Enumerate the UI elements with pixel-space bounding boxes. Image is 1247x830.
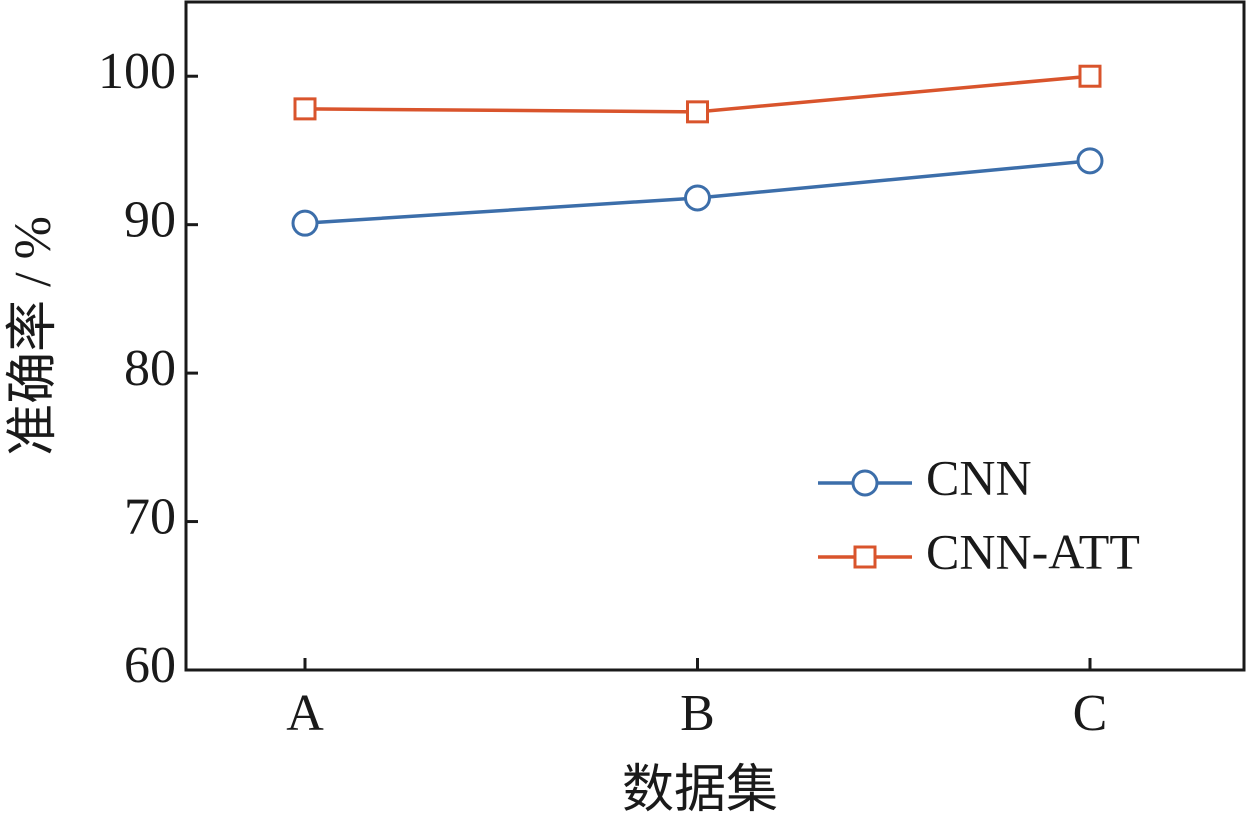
y-tick-label: 60 — [124, 637, 176, 694]
plot-frame — [184, 0, 1246, 672]
legend-marker — [853, 545, 877, 569]
x-tick-label: A — [286, 685, 324, 742]
y-tick-label: 100 — [98, 43, 176, 100]
y-tick-label: 90 — [124, 192, 176, 249]
point — [684, 184, 711, 212]
x-tick-label: B — [680, 685, 715, 742]
y-tick-label: 80 — [124, 340, 176, 397]
point — [1078, 64, 1102, 88]
legend-label: CNN-ATT — [926, 523, 1140, 579]
point — [291, 209, 319, 237]
y-axis-title: 准确率 / % — [5, 216, 62, 456]
point — [1076, 147, 1104, 175]
legend-label: CNN — [926, 449, 1032, 505]
point — [293, 97, 317, 121]
point — [686, 100, 709, 124]
legend-marker — [851, 469, 879, 497]
x-axis-title: 数据集 — [622, 762, 778, 819]
x-tick-label: C — [1073, 685, 1108, 742]
y-tick-label: 70 — [124, 488, 176, 545]
